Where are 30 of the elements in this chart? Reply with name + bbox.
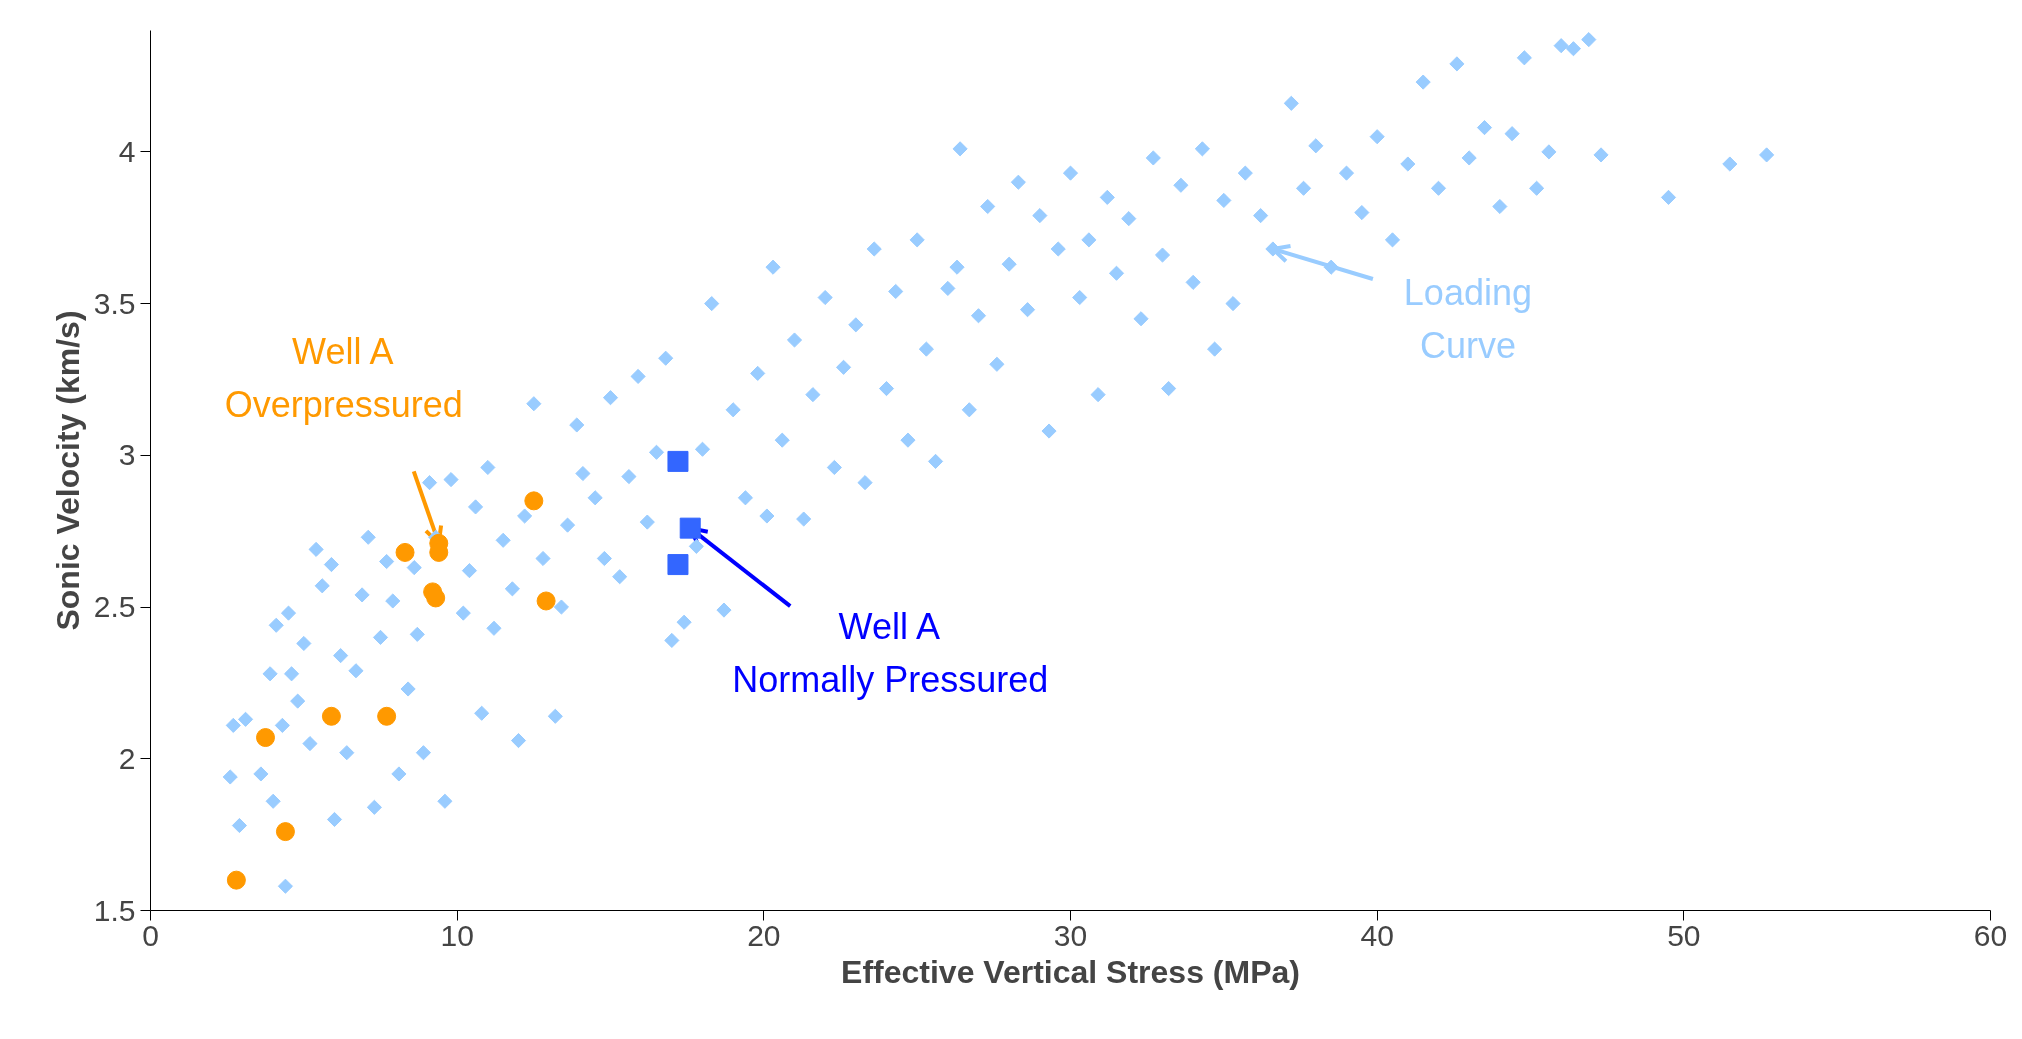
x-axis-title: Effective Vertical Stress (MPa) (841, 953, 1300, 990)
y-tick-label: 2 (118, 741, 136, 775)
point (426, 588, 446, 608)
point (395, 542, 415, 562)
x-tick-label: 50 (1667, 918, 1701, 952)
y-tick-label: 2.5 (93, 590, 136, 624)
point (679, 517, 701, 539)
point (667, 450, 689, 472)
x-tick-label: 0 (142, 918, 159, 952)
annotation: Loading Curve (1403, 271, 1532, 367)
x-tick-label: 30 (1053, 918, 1088, 952)
point (377, 706, 397, 726)
x-tick-label: 40 (1360, 918, 1394, 952)
x-tick-label: 10 (440, 918, 474, 952)
y-axis-title: Sonic Velocity (km/s) (49, 310, 86, 631)
point (275, 822, 295, 842)
annotation: Well A Normally Pressured (732, 606, 1049, 701)
point (256, 728, 275, 748)
x-tick-label: 60 (1973, 918, 2008, 952)
point (667, 554, 689, 576)
point (226, 870, 246, 890)
x-tick-label: 20 (747, 918, 781, 952)
y-tick-label: 4 (118, 134, 136, 168)
point (536, 591, 556, 611)
y-tick-label: 3 (118, 438, 136, 472)
point (524, 491, 544, 511)
annotation: Well A Overpressured (224, 331, 463, 426)
y-tick-label: 3.5 (93, 286, 136, 320)
y-tick-label: 1.5 (93, 893, 136, 927)
point (321, 706, 341, 726)
